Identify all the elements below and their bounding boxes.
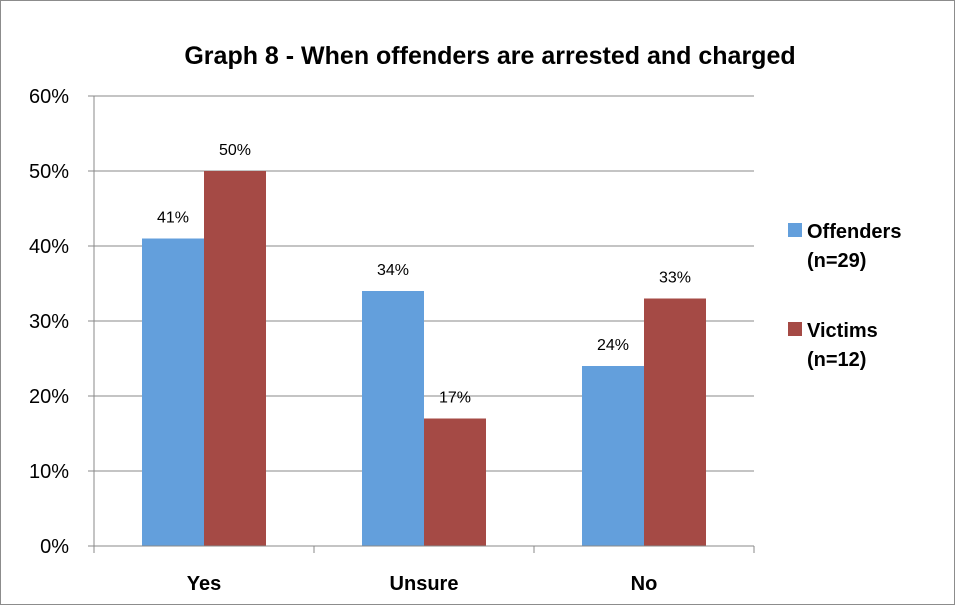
legend-label: Victims <box>807 320 878 342</box>
data-label: 50% <box>219 142 251 159</box>
bar <box>424 418 486 546</box>
data-label: 34% <box>377 262 409 279</box>
x-category-label: No <box>631 573 658 595</box>
x-category-label: Unsure <box>390 573 459 595</box>
chart-title: Graph 8 - When offenders are arrested an… <box>184 42 795 70</box>
y-axis-tick-labels: 0% 10% 20% 30% 40% 50% 60% <box>29 86 69 558</box>
legend: Offenders (n=29) Victims (n=12) <box>788 221 901 371</box>
bar <box>644 298 706 546</box>
bar <box>582 366 644 546</box>
bars <box>142 171 706 546</box>
bar <box>142 238 204 546</box>
bar <box>204 171 266 546</box>
legend-label: Offenders <box>807 221 901 243</box>
y-tick-label: 10% <box>29 461 69 483</box>
y-tick-label: 0% <box>40 536 69 558</box>
legend-swatch <box>788 223 802 237</box>
y-tick-label: 30% <box>29 311 69 333</box>
y-tick-label: 50% <box>29 161 69 183</box>
data-label: 24% <box>597 337 629 354</box>
bar <box>362 291 424 546</box>
data-label: 41% <box>157 210 189 227</box>
axes <box>88 95 755 553</box>
legend-label: (n=12) <box>807 349 866 371</box>
y-tick-label: 20% <box>29 386 69 408</box>
legend-label: (n=29) <box>807 250 866 272</box>
x-category-label: Yes <box>187 573 221 595</box>
y-tick-label: 40% <box>29 236 69 258</box>
y-tick-label: 60% <box>29 86 69 108</box>
legend-swatch <box>788 322 802 336</box>
x-axis-category-labels: Yes Unsure No <box>187 573 658 595</box>
data-label: 33% <box>659 270 691 287</box>
data-label: 17% <box>439 390 471 407</box>
data-labels: 41% 50% 34% 17% 24% 33% <box>157 142 691 407</box>
